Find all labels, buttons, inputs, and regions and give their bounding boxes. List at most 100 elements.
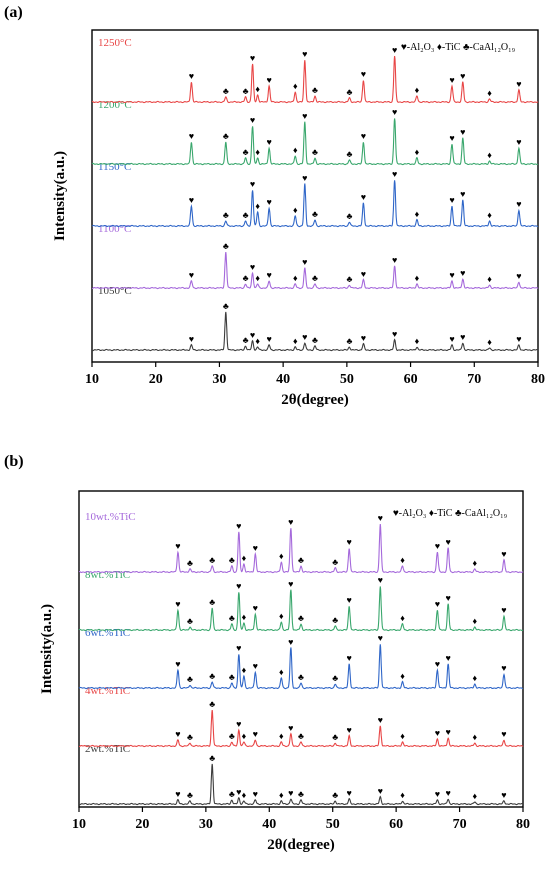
b-peak-marker: ♣ (229, 672, 235, 682)
b-trace-label-2: 6wt.%TiC (85, 627, 130, 639)
a-x-tick-label: 50 (340, 372, 354, 387)
b-peak-marker: ♥ (253, 603, 258, 613)
a-peak-marker: ♦ (293, 273, 298, 283)
b-peak-marker: ♥ (347, 653, 352, 663)
b-peak-marker: ♦ (242, 665, 247, 675)
a-peak-marker: ♦ (487, 150, 492, 160)
b-peak-marker: ♥ (378, 575, 383, 585)
b-trace-1 (79, 710, 524, 748)
b-peak-marker: ♦ (472, 673, 477, 683)
a-peak-marker: ♦ (487, 274, 492, 284)
b-peak-marker: ♥ (253, 543, 258, 553)
b-peak-marker: ♣ (332, 732, 338, 742)
a-peak-marker: ♣ (223, 301, 229, 311)
b-peak-marker: ♥ (175, 789, 180, 799)
b-peak-marker: ♥ (445, 653, 450, 663)
a-peak-marker: ♥ (361, 131, 366, 141)
b-peak-marker: ♥ (501, 605, 506, 615)
b-peak-marker: ♥ (236, 719, 241, 729)
b-peak-marker: ♣ (229, 555, 235, 565)
a-peak-marker: ♥ (302, 257, 307, 267)
a-peak-marker: ♥ (392, 255, 397, 265)
a-peak-marker: ♥ (189, 334, 194, 344)
b-peak-marker: ♥ (288, 517, 293, 527)
a-peak-marker: ♦ (255, 147, 260, 157)
a-peak-marker: ♦ (415, 85, 420, 95)
a-peak-marker: ♣ (243, 273, 249, 283)
b-peak-marker: ♥ (236, 643, 241, 653)
a-peak-marker: ♥ (361, 192, 366, 202)
a-peak-marker: ♣ (243, 210, 249, 220)
b-peak-marker: ♣ (187, 616, 193, 626)
a-x-tick-label: 70 (467, 372, 481, 387)
a-peak-marker: ♣ (312, 273, 318, 283)
a-peak-marker: ♥ (250, 262, 255, 272)
b-trace-label-0: 2wt.%TiC (85, 743, 130, 755)
a-peak-marker: ♣ (312, 85, 318, 95)
b-peak-marker: ♦ (400, 613, 405, 623)
a-peak-marker: ♦ (293, 205, 298, 215)
a-peak-marker: ♥ (392, 45, 397, 55)
b-peak-marker: ♣ (229, 613, 235, 623)
b-trace-4 (79, 524, 524, 574)
a-peak-marker: ♦ (255, 84, 260, 94)
b-x-axis-title: 2θ(degree) (267, 837, 335, 853)
a-peak-marker: ♥ (361, 333, 366, 343)
a-trace-2 (91, 180, 539, 228)
b-trace-label-4: 10wt.%TiC (85, 511, 136, 523)
a-peak-marker: ♣ (346, 211, 352, 221)
a-peak-marker: ♥ (460, 189, 465, 199)
b-x-tick-label: 70 (453, 817, 467, 832)
a-peak-marker: ♦ (415, 336, 420, 346)
b-peak-marker: ♥ (435, 789, 440, 799)
b-peak-marker: ♦ (472, 732, 477, 742)
a-peak-marker: ♣ (243, 147, 249, 157)
b-trace-2 (78, 644, 524, 690)
a-trace-3 (91, 118, 539, 166)
b-x-tick-label: 60 (389, 817, 403, 832)
b-peak-marker: ♥ (501, 663, 506, 673)
b-peak-marker: ♦ (279, 551, 284, 561)
b-peak-marker: ♥ (445, 593, 450, 603)
b-peak-marker: ♦ (400, 555, 405, 565)
a-peak-marker: ♦ (255, 336, 260, 346)
b-peak-marker: ♥ (175, 599, 180, 609)
a-peak-marker: ♦ (293, 336, 298, 346)
a-peak-marker: ♥ (361, 69, 366, 79)
b-peak-marker: ♥ (378, 633, 383, 643)
b-peak-marker: ♣ (209, 753, 215, 763)
a-peak-marker: ♥ (392, 107, 397, 117)
panel-a-label: (a) (4, 4, 23, 21)
a-peak-marker: ♥ (189, 71, 194, 81)
a-peak-marker: ♥ (250, 179, 255, 189)
b-peak-marker: ♣ (187, 674, 193, 684)
a-peak-marker: ♦ (293, 145, 298, 155)
b-peak-marker: ♣ (209, 555, 215, 565)
a-legend: ♥-Al₂O₃ ♦-TiC ♣-CaAl₁₂O₁₉ (401, 42, 516, 53)
a-peak-marker: ♥ (189, 195, 194, 205)
a-peak-marker: ♥ (449, 133, 454, 143)
b-peak-marker: ♥ (236, 787, 241, 797)
b-trace-0 (78, 763, 524, 806)
a-peak-marker: ♥ (361, 269, 366, 279)
b-peak-marker: ♦ (400, 731, 405, 741)
a-peak-marker: ♣ (243, 335, 249, 345)
b-peak-marker: ♣ (209, 597, 215, 607)
b-peak-marker: ♦ (472, 558, 477, 568)
b-peak-marker: ♥ (253, 789, 258, 799)
a-peak-marker: ♦ (255, 201, 260, 211)
b-peak-marker: ♥ (501, 790, 506, 800)
a-x-tick-label: 30 (212, 372, 226, 387)
b-peak-marker: ♣ (298, 672, 304, 682)
b-peak-marker: ♥ (288, 788, 293, 798)
a-peak-marker: ♥ (516, 199, 521, 209)
b-peak-marker: ♣ (298, 613, 304, 623)
b-peak-marker: ♥ (347, 537, 352, 547)
a-peak-marker: ♦ (487, 337, 492, 347)
a-peak-marker: ♦ (487, 210, 492, 220)
b-peak-marker: ♣ (332, 790, 338, 800)
b-x-tick-label: 10 (72, 817, 86, 832)
a-peak-marker: ♣ (312, 209, 318, 219)
a-peak-marker: ♣ (346, 336, 352, 346)
b-x-tick-label: 20 (135, 817, 149, 832)
